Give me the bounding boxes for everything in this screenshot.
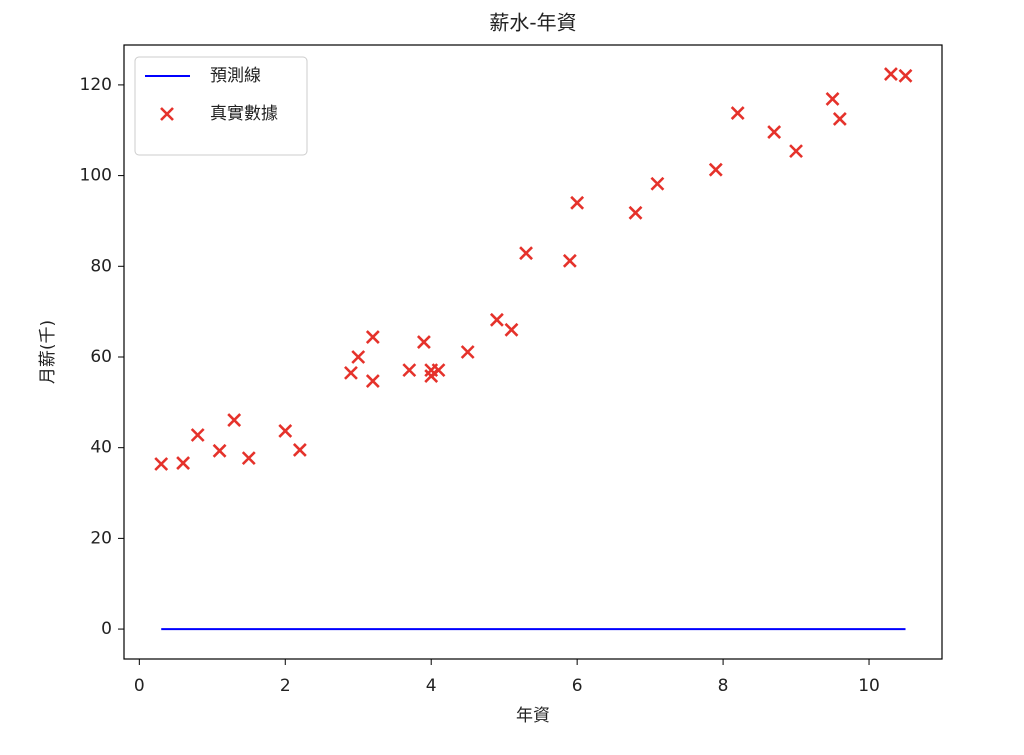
legend-box — [134, 56, 308, 156]
data-point — [176, 456, 191, 471]
y-tick-label: 0 — [101, 619, 112, 639]
chart-title: 薪水-年資 — [489, 11, 576, 35]
y-tick-label: 80 — [90, 256, 112, 276]
data-point — [825, 92, 840, 106]
data-point — [489, 312, 504, 327]
plot-frame — [123, 44, 943, 660]
data-point — [365, 330, 380, 344]
x-tick-label: 10 — [858, 676, 880, 696]
x-tick-label: 4 — [426, 676, 437, 696]
x-axis-label: 年資 — [516, 706, 550, 726]
y-axis-label: 月薪(千) — [38, 320, 58, 384]
y-tick-label: 20 — [90, 528, 112, 548]
data-point — [519, 246, 533, 261]
data-point — [650, 176, 665, 191]
data-point — [504, 322, 519, 337]
data-point — [832, 111, 847, 126]
data-point — [416, 335, 431, 349]
data-point — [212, 443, 227, 458]
y-tick-label: 100 — [80, 166, 112, 186]
data-point — [154, 457, 169, 471]
data-point — [402, 363, 417, 378]
data-point — [767, 125, 782, 139]
legend-label: 預測線 — [210, 66, 261, 86]
data-point — [708, 162, 723, 177]
data-point — [344, 365, 358, 380]
data-point — [884, 67, 898, 81]
data-point — [351, 350, 366, 364]
data-point — [292, 443, 307, 457]
x-tick-label: 2 — [280, 676, 291, 696]
y-tick-label: 120 — [80, 75, 112, 95]
data-point — [278, 423, 293, 438]
data-point — [570, 195, 585, 210]
x-tick-label: 6 — [572, 676, 583, 696]
data-point — [789, 144, 803, 159]
data-point — [562, 253, 577, 268]
data-point — [365, 374, 380, 388]
y-tick-label: 40 — [90, 438, 112, 458]
x-tick-label: 0 — [134, 676, 145, 696]
data-point — [241, 451, 256, 466]
data-point — [227, 413, 242, 427]
data-point — [898, 68, 913, 83]
data-point — [628, 205, 643, 220]
data-point — [431, 363, 446, 378]
data-point — [190, 428, 205, 442]
data-point — [730, 106, 745, 120]
y-tick-label: 60 — [90, 347, 112, 367]
data-point — [460, 345, 475, 359]
legend-marker — [160, 107, 174, 121]
x-tick-label: 8 — [718, 676, 729, 696]
legend-label: 真實數據 — [210, 104, 278, 124]
